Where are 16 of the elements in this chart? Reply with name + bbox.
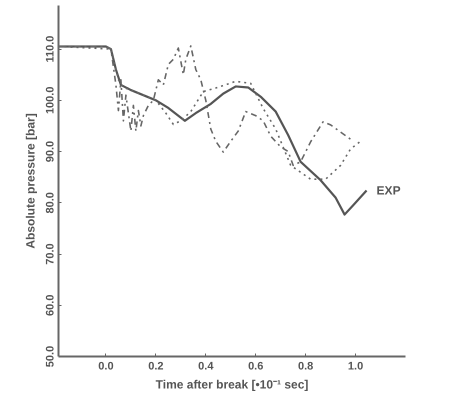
x-tick-label: 1.0 xyxy=(348,360,364,372)
y-tick-label: 70.0 xyxy=(44,243,56,265)
y-axis-title: Absolute pressure [bar] xyxy=(24,113,38,249)
y-tick-label: 50.0 xyxy=(44,346,56,368)
x-tick-label: 0.2 xyxy=(148,360,164,372)
y-tick-label: 60.0 xyxy=(44,294,56,316)
y-tick-label: 110.0 xyxy=(44,36,56,63)
y-tick-label: 100.0 xyxy=(44,86,56,114)
x-tick-label: 0.8 xyxy=(298,360,314,372)
series-label: EXP xyxy=(376,183,401,198)
y-tick-label: 90.0 xyxy=(44,140,56,162)
x-tick-label: 0.0 xyxy=(98,360,114,372)
x-tick-label: 0.6 xyxy=(248,360,264,372)
x-axis-title: Time after break [•10⁻¹ sec] xyxy=(156,378,308,392)
x-tick-label: 0.4 xyxy=(198,360,214,372)
y-tick-label: 80.0 xyxy=(44,192,56,214)
